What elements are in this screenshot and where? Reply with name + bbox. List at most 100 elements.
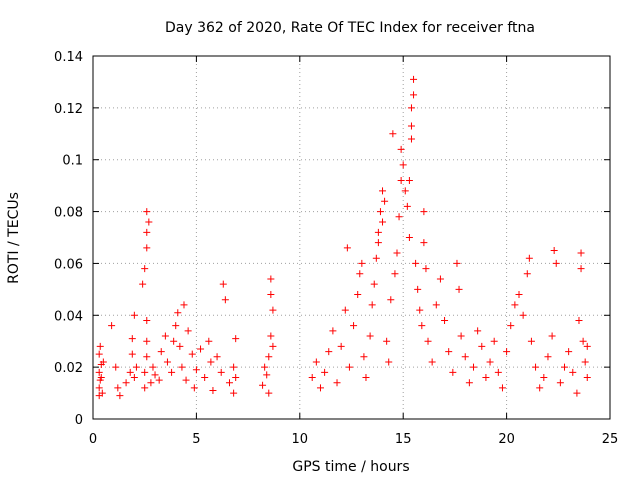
data-point-plus: [209, 386, 217, 394]
y-tick-label: 0.1: [62, 154, 83, 169]
data-point-plus: [457, 332, 465, 340]
data-point-plus: [190, 384, 198, 392]
data-point-plus: [358, 259, 366, 267]
data-point-plus: [418, 322, 426, 330]
data-point-plus: [230, 389, 238, 397]
chart-title: Day 362 of 2020, Rate Of TEC Index for r…: [165, 20, 535, 36]
data-point-plus: [403, 202, 411, 210]
data-point-plus: [370, 280, 378, 288]
data-point-plus: [414, 285, 422, 293]
axis-ticks: [92, 55, 611, 420]
data-point-plus: [151, 371, 159, 379]
data-point-plus: [108, 322, 116, 330]
data-point-plus: [265, 353, 273, 361]
data-point-plus: [422, 265, 430, 273]
data-point-plus: [379, 218, 387, 226]
data-point-plus: [221, 296, 229, 304]
data-point-plus: [180, 301, 188, 309]
data-point-plus: [379, 187, 387, 195]
data-point-plus: [259, 381, 267, 389]
data-point-plus: [97, 374, 105, 382]
grid-lines: [93, 56, 610, 419]
data-point-plus: [182, 376, 190, 384]
data-point-plus: [474, 327, 482, 335]
data-point-plus: [391, 270, 399, 278]
data-point-plus: [494, 368, 502, 376]
data-point-plus: [184, 327, 192, 335]
y-tick-label: 0.06: [54, 257, 83, 272]
data-point-plus: [132, 363, 140, 371]
data-point-plus: [428, 358, 436, 366]
data-point-plus: [410, 91, 418, 99]
data-point-plus: [267, 291, 275, 299]
data-point-plus: [174, 309, 182, 317]
data-point-plus: [321, 368, 329, 376]
data-point-plus: [441, 316, 449, 324]
data-point-plus: [583, 342, 591, 350]
data-point-plus: [482, 374, 490, 382]
data-point-plus: [432, 301, 440, 309]
data-point-plus: [232, 374, 240, 382]
data-point-plus: [401, 187, 409, 195]
data-point-plus: [95, 368, 103, 376]
data-point-plus: [565, 348, 573, 356]
data-point-plus: [548, 332, 556, 340]
data-point-plus: [368, 301, 376, 309]
data-point-plus: [219, 280, 227, 288]
data-point-plus: [486, 358, 494, 366]
data-point-plus: [573, 389, 581, 397]
data-point-plus: [205, 337, 213, 345]
data-point-plus: [188, 350, 196, 358]
data-point-plus: [583, 374, 591, 382]
data-point-plus: [333, 379, 341, 387]
data-point-plus: [569, 368, 577, 376]
x-axis-label: GPS time / hours: [292, 459, 409, 475]
data-point-plus: [536, 384, 544, 392]
data-point-plus: [178, 363, 186, 371]
data-point-plus: [95, 392, 103, 400]
data-point-plus: [143, 353, 151, 361]
data-point-plus: [532, 363, 540, 371]
y-tick-label: 0: [75, 413, 83, 428]
data-point-plus: [143, 244, 151, 252]
data-point-plus: [337, 342, 345, 350]
data-point-plus: [192, 366, 200, 374]
data-point-plus: [145, 218, 153, 226]
x-tick-label: 10: [292, 432, 309, 447]
plot-frame: [92, 55, 611, 420]
y-tick-label: 0.08: [54, 206, 83, 221]
y-tick-label: 0.14: [54, 50, 83, 65]
data-point-plus: [436, 275, 444, 283]
data-point-plus: [130, 374, 138, 382]
x-tick-label: 25: [602, 432, 619, 447]
data-point-plus: [525, 254, 533, 262]
data-point-plus: [407, 135, 415, 143]
data-point-plus: [157, 348, 165, 356]
x-tick-label: 15: [395, 432, 412, 447]
data-point-plus: [540, 374, 548, 382]
data-point-plus: [507, 322, 515, 330]
data-point-plus: [96, 342, 104, 350]
data-point-plus: [354, 291, 362, 299]
data-point-plus: [387, 296, 395, 304]
data-point-plus: [470, 363, 478, 371]
data-point-plus: [143, 228, 151, 236]
data-point-plus: [381, 197, 389, 205]
data-point-plus: [372, 254, 380, 262]
data-point-plus: [325, 348, 333, 356]
data-point-plus: [389, 130, 397, 138]
data-point-plus: [341, 306, 349, 314]
data-point-plus: [308, 374, 316, 382]
data-point-plus: [143, 337, 151, 345]
x-tick-label: 0: [89, 432, 97, 447]
data-point-plus: [128, 350, 136, 358]
data-point-plus: [366, 332, 374, 340]
data-point-plus: [519, 311, 527, 319]
data-point-plus: [143, 316, 151, 324]
data-point-plus: [95, 384, 103, 392]
data-point-plus: [126, 368, 134, 376]
data-point-plus: [269, 342, 277, 350]
data-point-plus: [168, 368, 176, 376]
data-point-plus: [374, 239, 382, 247]
